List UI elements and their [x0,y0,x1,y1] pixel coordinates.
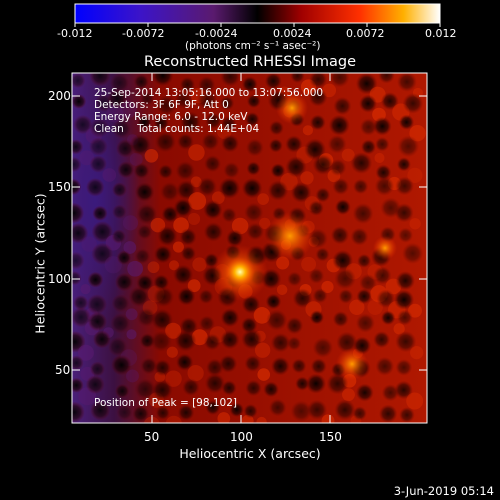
colorbar-tick-label: -0.0072 [122,27,165,40]
energy-range-label: Energy Range: 6.0 - 12.0 keV [94,111,248,123]
y-tick-label: 200 [48,89,71,103]
axis-ticks [72,73,427,423]
y-axis-title: Heliocentric Y (arcsec) [32,193,48,334]
colorbar-tick-label: 0.0024 [273,27,312,40]
colorbar-tick-label: 0.012 [425,27,457,40]
y-tick-label: 50 [55,363,71,377]
x-axis-title: Heliocentric X (arcsec) [179,446,321,461]
plot-frame [71,72,428,424]
colorbar-tick-label: -0.0024 [195,27,238,40]
x-tick-label: 150 [319,430,342,444]
time-range-label: 25-Sep-2014 13:05:16.000 to 13:07:56.000 [94,87,324,99]
x-tick-label: 50 [144,430,160,444]
y-tick-label: 100 [48,272,71,286]
solar-image [72,73,427,423]
colorbar-ticks [74,23,441,27]
colorbar-units: (photons cm⁻² s⁻¹ asec⁻²) [185,40,321,52]
colorbar-tick-label: -0.012 [57,27,93,40]
x-tick-label: 100 [230,430,253,444]
y-tick-label: 150 [48,180,71,194]
colorbar [75,4,440,23]
clean-counts-label: Clean Total counts: 1.44E+04 [94,123,260,135]
generation-timestamp: 3-Jun-2019 05:14 [393,484,494,498]
plot-title: Reconstructed RHESSI Image [143,54,356,70]
colorbar-tick-label: 0.0072 [346,27,385,40]
peak-position-label: Position of Peak = [98,102] [94,397,238,409]
detectors-label: Detectors: 3F 6F 9F, Att 0 [94,99,229,111]
